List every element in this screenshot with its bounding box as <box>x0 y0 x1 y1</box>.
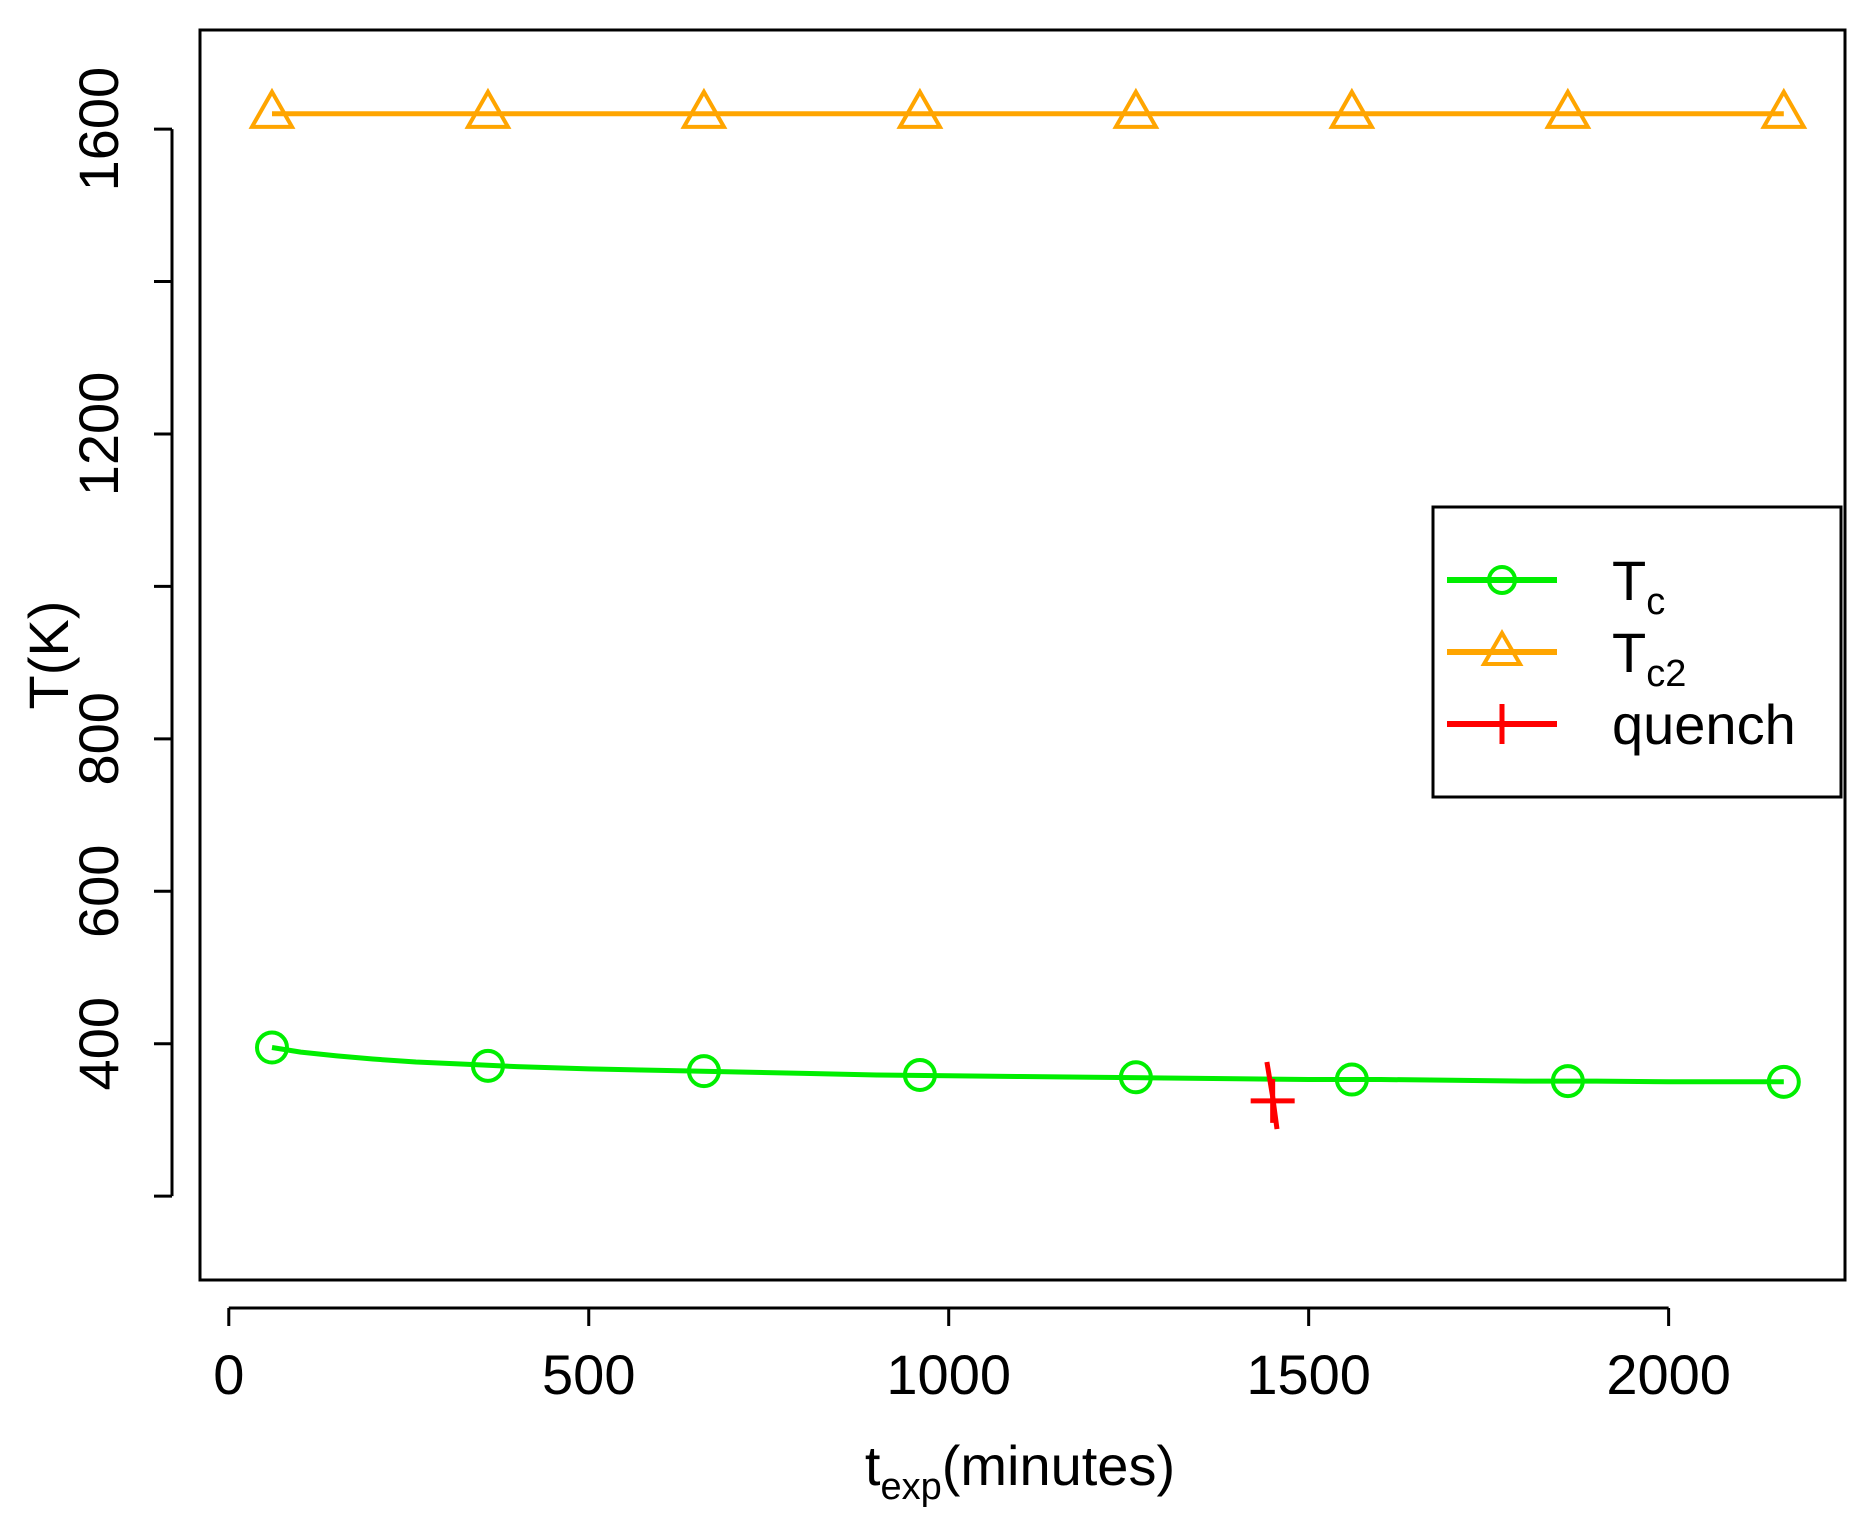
y-tick-label: 800 <box>67 692 130 785</box>
series-layer <box>248 87 1808 1130</box>
legend-tc2-marker <box>1480 629 1524 666</box>
data-point <box>1544 87 1592 129</box>
data-point <box>470 1048 505 1083</box>
data-point <box>1118 1060 1153 1095</box>
data-point <box>896 87 944 129</box>
x-tick-label: 0 <box>213 1343 244 1406</box>
legend-item-tc: Tc <box>1447 549 1665 623</box>
x-tick-label: 1000 <box>886 1343 1011 1406</box>
data-point <box>464 87 512 129</box>
series-Tc <box>254 1030 1801 1099</box>
series-quench <box>1250 1061 1295 1130</box>
x-axis-title: texp(minutes) <box>865 1434 1175 1508</box>
data-point <box>1550 1064 1585 1099</box>
data-point <box>1334 1062 1369 1097</box>
legend-item-tc2: Tc2 <box>1447 621 1686 695</box>
data-point <box>680 87 728 129</box>
y-tick-label: 1600 <box>67 67 130 192</box>
series-Tc2 <box>248 87 1808 129</box>
x-tick-label: 1500 <box>1246 1343 1371 1406</box>
x-tick-label: 2000 <box>1606 1343 1731 1406</box>
legend-item-quench: quench <box>1447 693 1796 756</box>
data-point <box>1112 87 1160 129</box>
x-tick-label: 500 <box>542 1343 635 1406</box>
legend-tc-label: Tc <box>1612 549 1665 623</box>
series-line <box>271 1045 1784 1085</box>
y-tick-label: 600 <box>67 845 130 938</box>
data-point <box>254 1030 289 1065</box>
plot-frame <box>198 28 1847 1282</box>
y-tick-label: 400 <box>67 997 130 1090</box>
data-point <box>1328 87 1376 129</box>
y-axis-title: T(K) <box>17 601 80 710</box>
data-point <box>1760 87 1808 129</box>
legend-tc2-label: Tc2 <box>1612 621 1686 695</box>
y-tick-label: 1200 <box>67 372 130 497</box>
data-point <box>686 1054 721 1089</box>
legend: Tc Tc2 quench <box>1431 505 1843 799</box>
x-axis: 0 500 1000 1500 2000 <box>213 1306 1731 1406</box>
data-point <box>902 1057 937 1092</box>
data-point <box>1766 1064 1801 1099</box>
y-axis: 400 600 800 1200 1600 <box>67 67 174 1198</box>
legend-quench-label: quench <box>1612 693 1796 756</box>
data-point <box>248 87 296 129</box>
data-point <box>1250 1078 1295 1123</box>
legend-tc-marker <box>1487 565 1517 595</box>
